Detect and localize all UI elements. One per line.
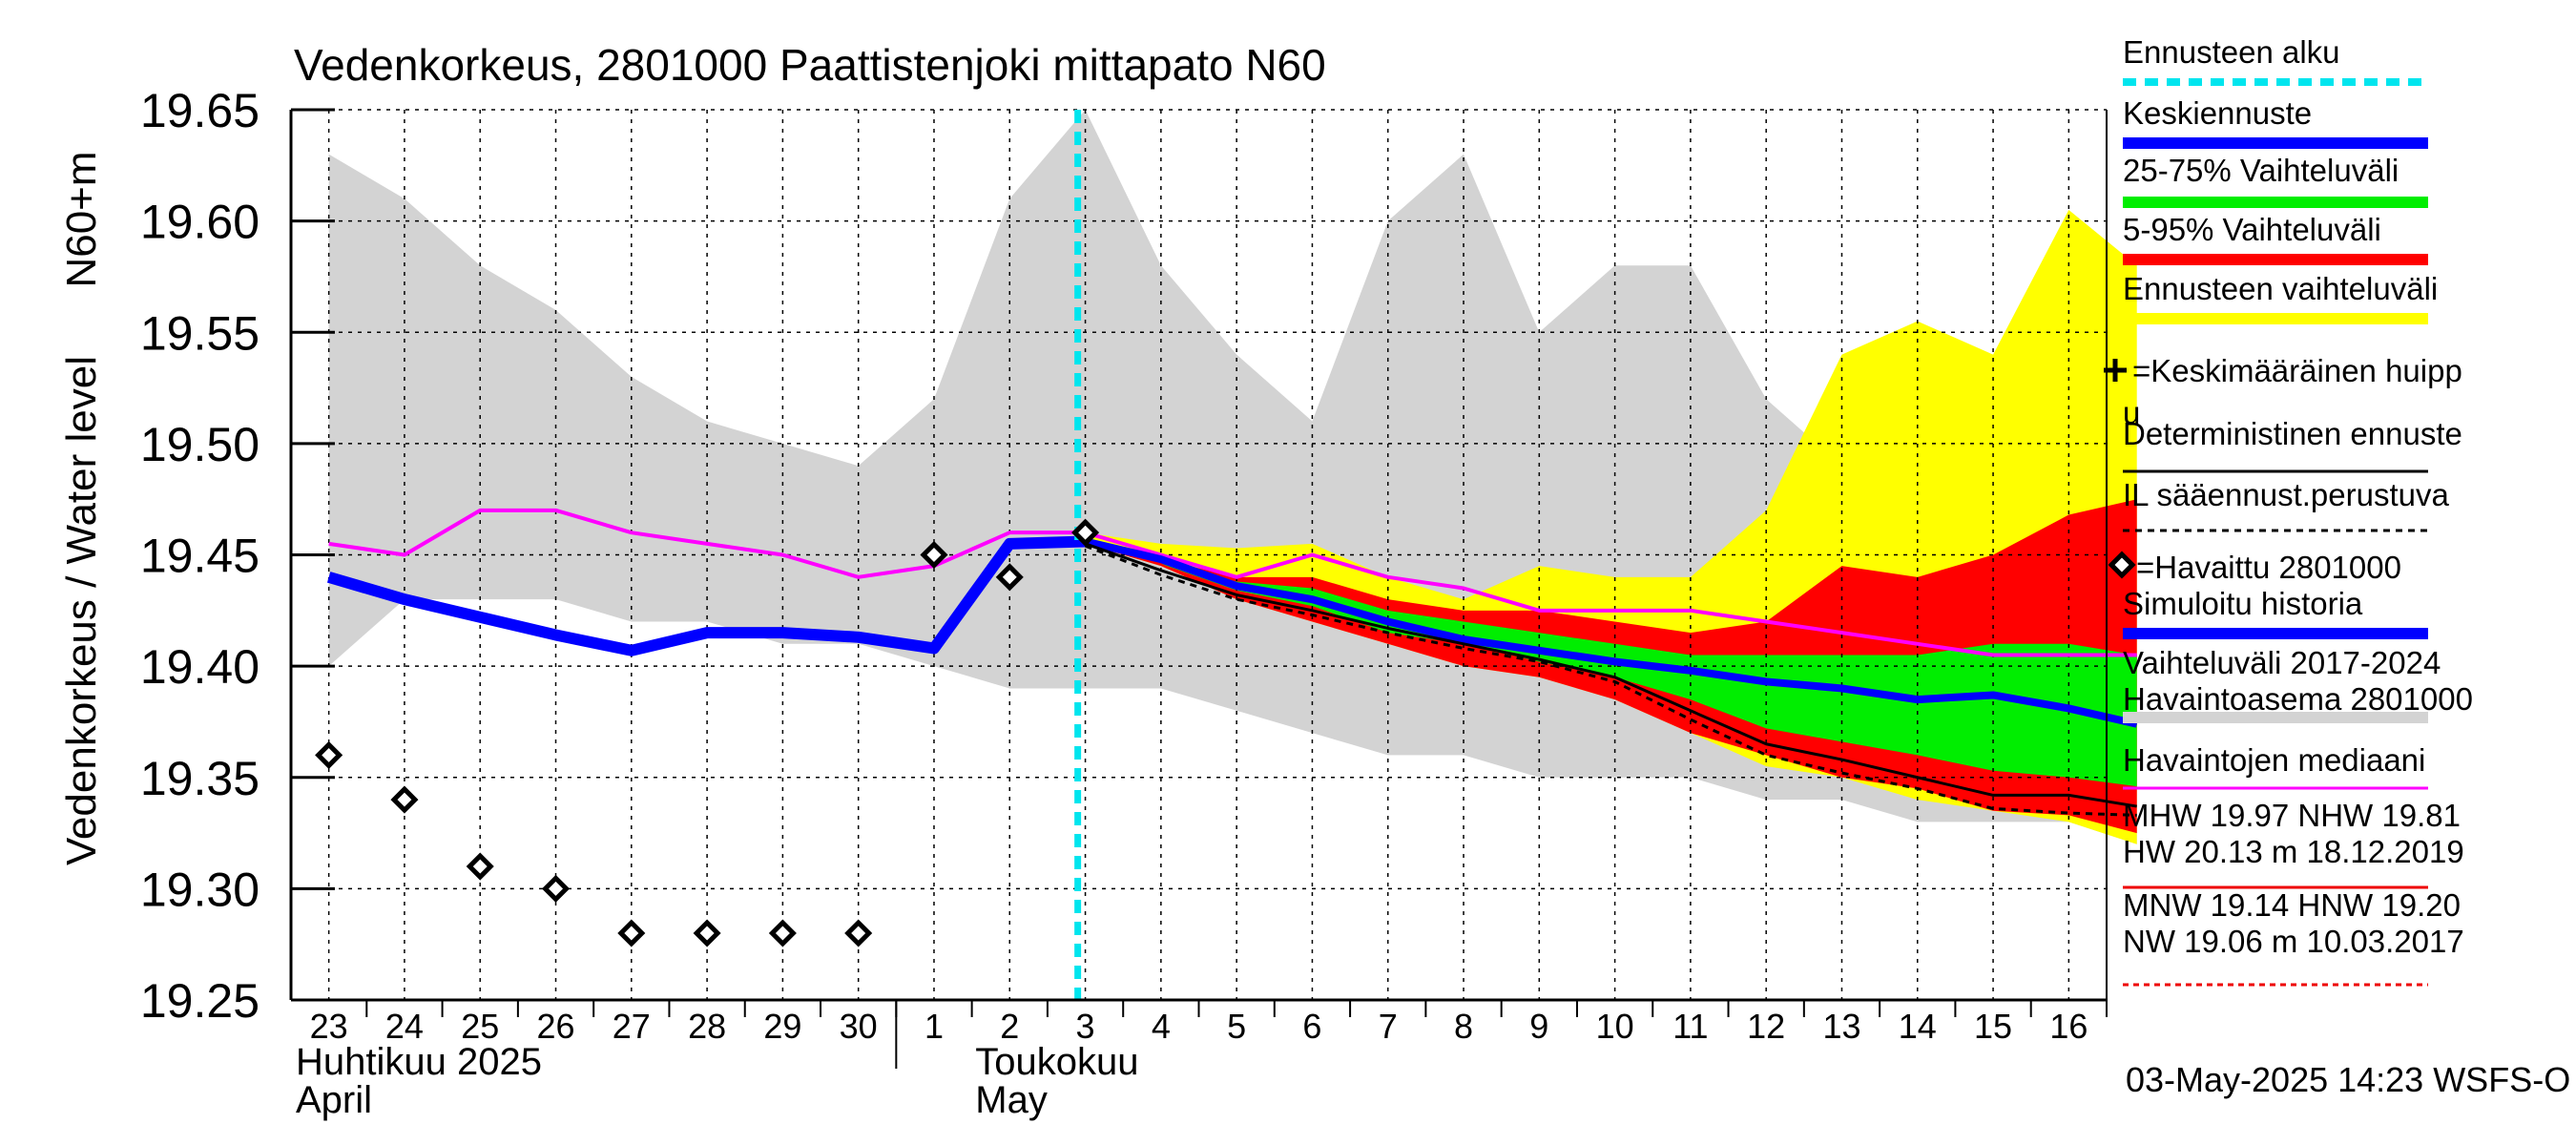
x-tick-label: 5 [1227,1007,1246,1046]
month-label-fi: Toukokuu [975,1041,1138,1083]
month-label-en: May [975,1079,1048,1121]
y-tick-label: 19.55 [140,306,260,360]
y-tick-label: 19.35 [140,752,260,805]
observation-point [693,919,721,947]
legend-item: Deterministinen ennuste [2123,416,2462,473]
month-label-en: April [296,1079,372,1121]
x-tick-label: 13 [1822,1007,1860,1046]
observation-point [995,563,1024,592]
y-axis-unit: N60+m [58,151,105,287]
x-tick-label: 9 [1529,1007,1548,1046]
x-tick-label: 14 [1899,1007,1937,1046]
diamond-icon [2108,551,2136,579]
legend-label: Deterministinen ennuste [2123,416,2462,451]
x-tick-label: 15 [1974,1007,2012,1046]
legend-label-2: NW 19.06 m 10.03.2017 [2123,924,2464,959]
x-tick-label: 23 [310,1007,348,1046]
legend-label: =Havaittu 2801000 [2136,550,2401,585]
x-tick-label: 11 [1672,1007,1708,1046]
legend-label: Keskiennuste [2123,95,2312,131]
simulated-history-line [326,535,1086,656]
x-tick-label: 10 [1596,1007,1634,1046]
x-tick-label: 29 [763,1007,801,1046]
y-tick-label: 19.25 [140,974,260,1028]
observation-point [315,740,343,769]
y-tick-label: 19.60 [140,196,260,249]
legend-item: 5-95% Vaihteluväli [2123,212,2428,265]
x-tick-label: 24 [385,1007,424,1046]
x-tick-label: 6 [1302,1007,1321,1046]
y-tick-label: 19.50 [140,418,260,471]
series-lines [326,110,2138,1000]
x-tick-label: 26 [536,1007,574,1046]
footer-timestamp: 03-May-2025 14:23 WSFS-O [2126,1060,2570,1099]
x-tick-label: 25 [461,1007,499,1046]
legend-label: Havaintojen mediaani [2123,742,2425,778]
x-tick-label: 8 [1454,1007,1473,1046]
legend-label: IL sääennust.perustuva [2123,477,2449,512]
legend-item: Havaintojen mediaani [2123,742,2428,790]
legend-item: Keskiennuste [2123,95,2428,149]
legend-item: Vaihteluväli 2017-2024 Havaintoasema 280… [2123,645,2473,723]
observation-point [844,919,873,947]
plot-area-fills [328,110,2137,844]
legend-label: 25-75% Vaihteluväli [2123,153,2399,188]
month-label-fi: Huhtikuu 2025 [296,1041,542,1083]
x-tick-label: 27 [613,1007,651,1046]
x-tick-label: 28 [688,1007,726,1046]
legend-label-wrap: u [2123,395,2140,430]
x-tick-label: 12 [1747,1007,1785,1046]
grid-lines [291,109,2107,1000]
y-axis-label: Vedenkorkeus / Water level [58,356,105,865]
x-tick-label: 16 [2049,1007,2088,1046]
weather-based-forecast-line [1085,544,2137,817]
legend-label: 5-95% Vaihteluväli [2123,212,2381,247]
legend-label: =Keskimääräinen huipp [2132,353,2462,388]
legend-label-2: Havaintoasema 2801000 [2123,681,2473,717]
y-tick-label: 19.40 [140,640,260,694]
legend-label: MHW 19.97 NHW 19.81 [2123,798,2461,833]
legend-item: IL sääennust.perustuva [2123,477,2449,532]
legend-label: MNW 19.14 HNW 19.20 [2123,887,2461,923]
legend-item: Ennusteen vaihteluväli [2123,271,2438,324]
observation-point [390,785,419,814]
x-tick-label: 2 [1000,1007,1019,1046]
legend-item: Simuloitu historia [2123,586,2428,639]
observation-point [541,874,571,903]
legend-label-2: HW 20.13 m 18.12.2019 [2123,834,2464,869]
x-tick-label: 1 [924,1007,944,1046]
legend-item: =Havaittu 2801000 [2108,550,2401,585]
x-tick-label: 4 [1152,1007,1171,1046]
mean-forecast-line [1084,537,2138,728]
legend-label: Ennusteen vaihteluväli [2123,271,2438,306]
legend-item: 25-75% Vaihteluväli [2123,153,2428,208]
observation-markers [315,518,1100,947]
legend-label: Simuloitu historia [2123,586,2363,621]
legend-item: =Keskimääräinen huipp u [2104,353,2462,430]
x-tick-label: 30 [840,1007,878,1046]
median-line [328,508,2137,657]
deterministic-forecast-line [1085,542,2137,808]
observation-point [768,919,797,947]
observation-point [1071,518,1100,547]
observation-point [466,852,494,881]
legend-label: Vaihteluväli 2017-2024 [2123,645,2441,680]
y-tick-label: 19.65 [140,84,260,137]
observation-point [920,540,948,570]
axes: 19.25 19.30 19.35 19.40 19.45 19.50 19.55 19.60… [140,84,2108,1121]
legend-item: Ennusteen alku [2123,34,2428,86]
chart-title: Vedenkorkeus, 2801000 Paattistenjoki mit… [294,40,1326,90]
legend-label: Ennusteen alku [2123,34,2340,70]
y-tick-label: 19.45 [140,530,260,583]
observation-point [617,919,646,947]
x-tick-label: 3 [1076,1007,1095,1046]
x-tick-label: 7 [1379,1007,1398,1046]
band-25-75 [1085,543,2137,787]
y-tick-label: 19.30 [140,863,260,916]
legend: Ennusteen alku Keskiennuste 25-75% Vaihtel… [2104,34,2473,987]
